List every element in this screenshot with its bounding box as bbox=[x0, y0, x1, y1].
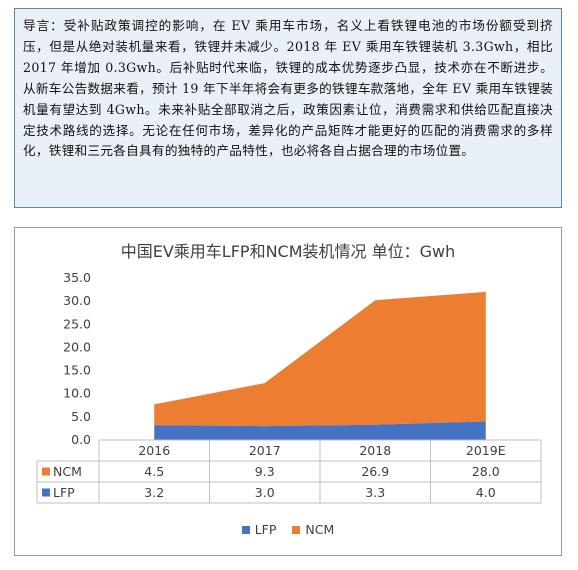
x-tick-label: 2018 bbox=[359, 443, 391, 458]
table-cell-value: 4.0 bbox=[476, 485, 496, 500]
legend-label-ncm: NCM bbox=[305, 522, 335, 537]
legend-label-lfp: LFP bbox=[254, 522, 277, 537]
y-tick-label: 30.0 bbox=[63, 293, 91, 308]
legend-item-lfp: LFP bbox=[241, 522, 277, 537]
x-tick-label: 2019E bbox=[466, 443, 506, 458]
legend-swatch-lfp bbox=[241, 526, 250, 534]
y-tick-label: 20.0 bbox=[63, 339, 91, 354]
legend-swatch-ncm bbox=[292, 526, 301, 534]
table-row-swatch bbox=[42, 467, 50, 476]
table-row-swatch bbox=[42, 488, 50, 497]
table-cell-value: 9.3 bbox=[255, 464, 275, 479]
chart-svg: 0.0 5.0 10.0 15.0 20.0 25.0 30.0 35.0 2016 2017 20… bbox=[36, 270, 542, 504]
intro-box: 导言：受补贴政策调控的影响，在 EV 乘用车市场，名义上看铁锂电池的市场份额受到… bbox=[14, 8, 562, 208]
table-cell-value: 4.5 bbox=[144, 464, 164, 479]
table-cell-value: 3.0 bbox=[255, 485, 275, 500]
chart-title: 中国EV乘用车LFP和NCM装机情况 单位：Gwh bbox=[120, 242, 456, 261]
y-tick-label: 15.0 bbox=[63, 363, 91, 378]
chart-panel: 中国EV乘用车LFP和NCM装机情况 单位：Gwh 0.0 5.0 10.0 15.0… bbox=[14, 227, 562, 556]
y-tick-label: 25.0 bbox=[63, 316, 91, 331]
legend-item-ncm: NCM bbox=[292, 522, 334, 537]
y-tick-label: 0.0 bbox=[71, 432, 91, 447]
x-tick-label: 2016 bbox=[138, 443, 170, 458]
table-cell-value: 28.0 bbox=[472, 464, 500, 479]
y-tick-label: 10.0 bbox=[63, 386, 91, 401]
table-cell-value: 3.2 bbox=[144, 485, 164, 500]
area-ncm bbox=[154, 291, 486, 427]
y-tick-label: 5.0 bbox=[71, 409, 91, 424]
intro-text: 导言：受补贴政策调控的影响，在 EV 乘用车市场，名义上看铁锂电池的市场份额受到… bbox=[23, 18, 553, 159]
area-lfp bbox=[154, 421, 486, 440]
chart-legend: LFP NCM bbox=[15, 522, 561, 537]
table-row-label: LFP bbox=[53, 485, 75, 500]
table-row-label: NCM bbox=[53, 464, 82, 479]
table-cell-value: 3.3 bbox=[365, 485, 385, 500]
x-tick-label: 2017 bbox=[249, 443, 281, 458]
table-cell-value: 26.9 bbox=[361, 464, 389, 479]
y-tick-label: 35.0 bbox=[63, 270, 91, 285]
